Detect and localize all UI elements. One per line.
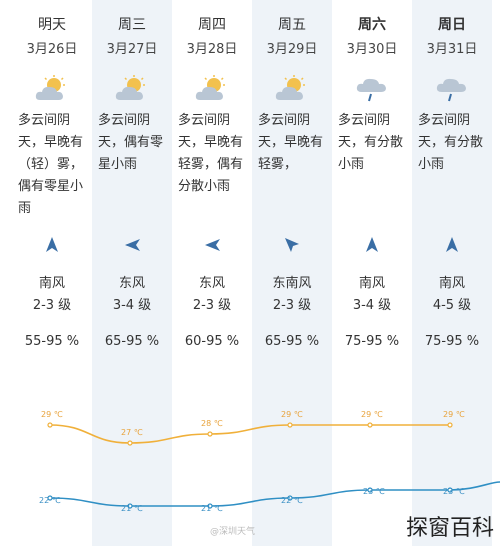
rain-cloud-icon: [356, 78, 386, 102]
humidity: 60-95 %: [184, 334, 240, 349]
wind-direction: 南风: [438, 276, 465, 291]
humidity: 55-95 %: [24, 334, 80, 349]
forecast-day-3: 周五 3月29日 多云间阴天，早晚有轻雾， 东南风 2-3 级 65-95 %: [252, 0, 332, 546]
humidity: 65-95 %: [264, 334, 320, 349]
day-date: 3月28日: [186, 42, 238, 57]
day-date: 3月29日: [266, 42, 318, 57]
forecast-day-4: 周六 3月30日 多云间阴天，有分散小雨 南风 3-4 级 75-95 %: [332, 0, 412, 546]
rain-cloud-icon: [436, 78, 466, 102]
day-date: 3月27日: [106, 42, 158, 57]
forecast-day-5: 周日 3月31日 多云间阴天，有分散小雨 南风 4-5 级 75-95 %: [412, 0, 492, 546]
wind-direction-southeast-icon: [285, 238, 299, 252]
weather-description: 多云间阴天，偶有零星小雨: [98, 113, 164, 172]
day-date: 3月26日: [26, 42, 78, 57]
wind-direction: 东风: [198, 276, 225, 291]
wind-level: 3-4 级: [112, 298, 152, 313]
day-name: 周六: [358, 17, 386, 33]
humidity: 75-95 %: [344, 334, 400, 349]
humidity: 65-95 %: [104, 334, 160, 349]
day-name: 周五: [278, 17, 306, 33]
partly-cloudy-icon: [115, 75, 145, 100]
wind-direction-north-icon: [366, 237, 378, 252]
weather-description: 多云间阴天，早晚有（轻）雾，偶有零星小雨: [18, 113, 84, 216]
wind-direction-east-icon: [205, 239, 220, 251]
wind-direction-east-icon: [125, 239, 140, 251]
partly-cloudy-icon: [195, 75, 225, 100]
wind-direction: 东风: [118, 276, 145, 291]
partly-cloudy-icon: [275, 75, 305, 100]
forecast-panel: 明天 3月26日 多云间阴天，早晚有（轻）雾，偶有零星小雨 南风 2-3 级 5…: [12, 0, 500, 546]
weibo-watermark: @深圳天气: [210, 527, 256, 537]
weather-description: 多云间阴天，有分散小雨: [418, 113, 484, 172]
forecast-day-2: 周四 3月28日 多云间阴天，早晚有轻雾，偶有分散小雨 东风 2-3 级 60-…: [172, 0, 252, 546]
forecast-day-1: 周三 3月27日 多云间阴天，偶有零星小雨 东风 3-4 级 65-95 %: [92, 0, 172, 546]
wind-level: 4-5 级: [432, 298, 472, 313]
day-name: 明天: [38, 17, 66, 33]
wind-direction-north-icon: [446, 237, 458, 252]
wind-direction-north-icon: [46, 237, 58, 252]
wind-level: 3-4 级: [352, 298, 392, 313]
wind-level: 2-3 级: [272, 298, 312, 313]
wind-level: 2-3 级: [192, 298, 232, 313]
day-date: 3月30日: [346, 42, 398, 57]
day-name: 周日: [438, 17, 466, 33]
day-date: 3月31日: [426, 42, 478, 57]
weather-description: 多云间阴天，早晚有轻雾，偶有分散小雨: [178, 113, 244, 194]
day-name: 周四: [198, 17, 226, 33]
weather-description: 多云间阴天，有分散小雨: [338, 113, 404, 172]
brand-watermark: 探窗百科: [405, 516, 494, 541]
forecast-day-0: 明天 3月26日 多云间阴天，早晚有（轻）雾，偶有零星小雨 南风 2-3 级 5…: [12, 0, 92, 546]
wind-level: 2-3 级: [32, 298, 72, 313]
day-name: 周三: [118, 17, 146, 33]
partly-cloudy-icon: [35, 75, 65, 100]
wind-direction: 南风: [358, 276, 385, 291]
wind-direction: 东南风: [272, 276, 312, 291]
weather-description: 多云间阴天，早晚有轻雾，: [258, 113, 324, 172]
humidity: 75-95 %: [424, 334, 480, 349]
wind-direction: 南风: [38, 276, 65, 291]
